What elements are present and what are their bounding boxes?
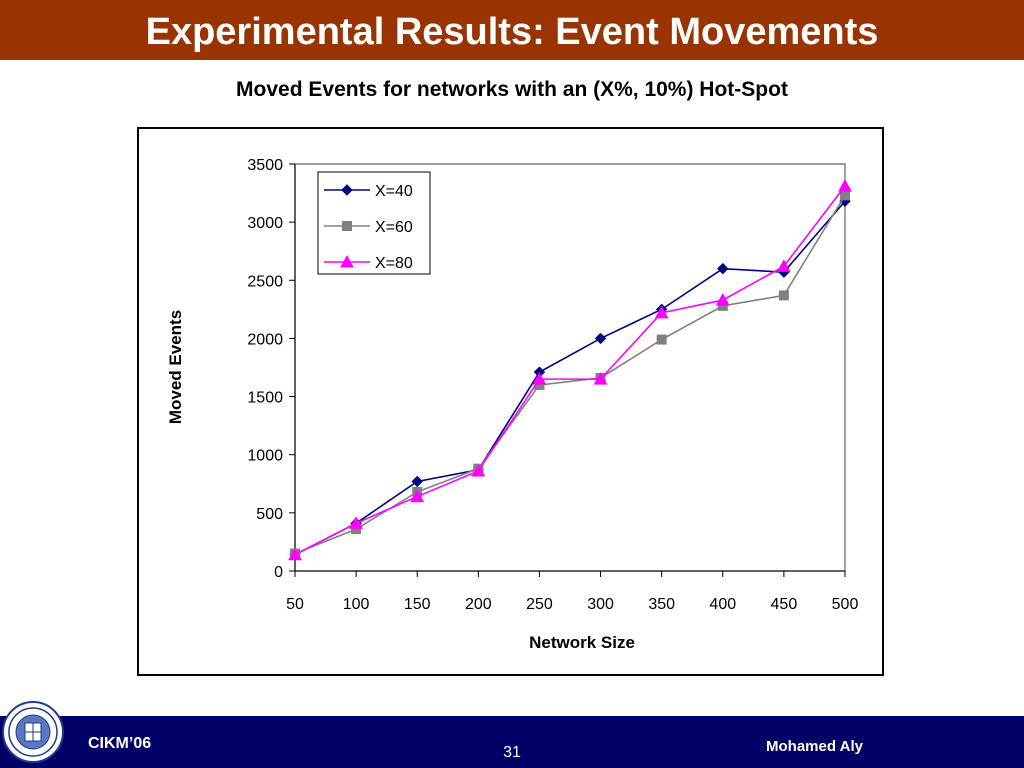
legend-box — [317, 171, 431, 275]
x-tick-label: 50 — [286, 596, 304, 613]
chart-frame — [137, 127, 884, 676]
legend-marker — [340, 254, 354, 268]
data-point — [838, 179, 852, 192]
legend-label: X=40 — [375, 183, 413, 200]
data-point — [654, 305, 669, 319]
data-point — [532, 372, 547, 385]
y-tick-label: 3500 — [247, 157, 283, 174]
footer-author: Mohamed Aly — [766, 738, 863, 755]
x-tick-label: 100 — [343, 596, 370, 613]
data-point — [777, 259, 791, 272]
chart-title: Moved Events for networks with an (X%, 1… — [236, 78, 788, 101]
data-point — [410, 489, 425, 503]
data-point — [593, 372, 608, 385]
y-tick-label: 500 — [256, 506, 283, 523]
x-tick-label: 200 — [465, 596, 492, 613]
y-tick-label: 2000 — [247, 331, 283, 348]
legend-label: X=60 — [375, 219, 413, 236]
data-point — [349, 516, 363, 529]
x-tick-label: 300 — [587, 596, 614, 613]
data-point — [778, 290, 789, 301]
y-axis-label: Moved Events — [166, 310, 185, 424]
x-tick-label: 250 — [526, 596, 553, 613]
data-point — [594, 332, 607, 345]
y-tick-label: 1000 — [247, 448, 283, 465]
data-point — [411, 475, 423, 488]
university-seal-icon — [2, 701, 64, 763]
x-axis-label: Network Size — [529, 633, 635, 652]
x-tick-label: 350 — [648, 596, 675, 613]
title-bar — [0, 0, 1024, 60]
y-tick-label: 3000 — [247, 215, 283, 232]
legend-label: X=80 — [375, 255, 413, 272]
y-tick-label: 2500 — [247, 273, 283, 290]
footer-conference: CIKM’06 — [88, 735, 152, 752]
series-line-1 — [294, 200, 846, 556]
series-line-3 — [294, 185, 846, 556]
y-tick-label: 1500 — [247, 390, 283, 407]
data-point — [840, 190, 850, 201]
data-point — [656, 334, 667, 345]
legend-marker — [341, 184, 353, 196]
footer-bar — [0, 716, 1024, 768]
x-tick-label: 450 — [771, 596, 798, 613]
data-point — [288, 547, 302, 561]
page-number: 31 — [503, 744, 521, 761]
data-point — [715, 293, 730, 306]
legend-marker — [342, 221, 352, 231]
slide-title: Experimental Results: Event Movements — [145, 11, 879, 53]
data-point — [717, 262, 729, 275]
x-tick-label: 500 — [832, 596, 859, 613]
x-tick-label: 150 — [404, 596, 431, 613]
data-point — [471, 463, 486, 477]
x-tick-label: 400 — [709, 596, 736, 613]
y-tick-label: 0 — [274, 564, 283, 581]
